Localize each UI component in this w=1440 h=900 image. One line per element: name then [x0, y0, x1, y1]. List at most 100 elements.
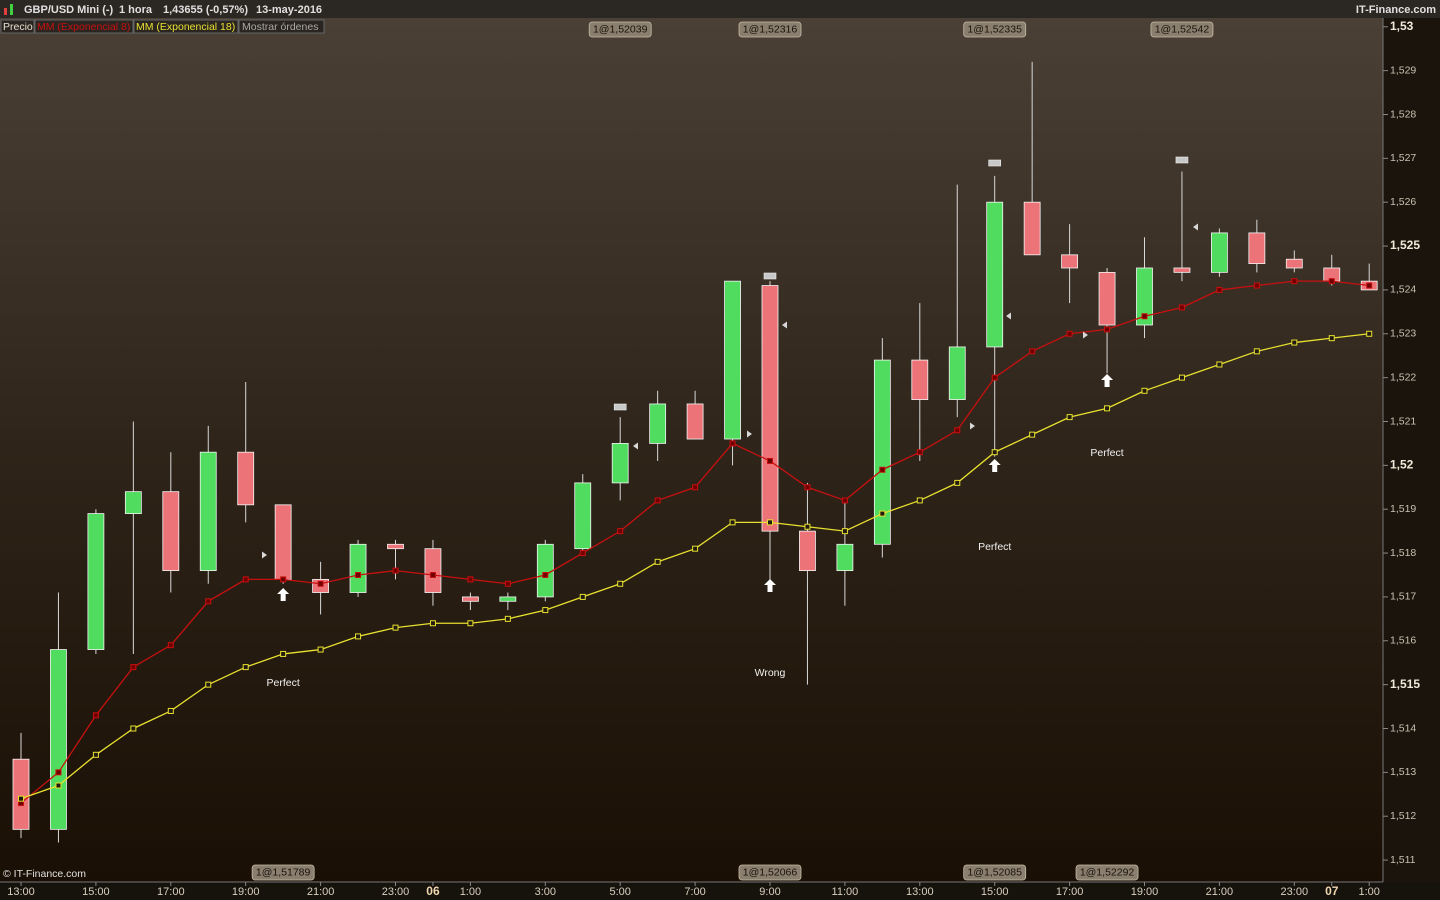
- candle-body: [499, 596, 517, 602]
- candle-body: [986, 201, 1004, 348]
- header-icon: [4, 8, 7, 15]
- y-tick-label: 1,52: [1390, 458, 1414, 472]
- ma-point: [242, 664, 249, 671]
- last-price: 1,43655 (-0,57%): [163, 4, 248, 16]
- order-tag: [1075, 864, 1139, 881]
- ma-point: [167, 642, 174, 649]
- candle-body: [799, 530, 816, 572]
- ma-point: [1216, 286, 1223, 293]
- annotation: Perfect: [1090, 447, 1123, 459]
- y-tick-label: 1,518: [1390, 547, 1416, 559]
- ma-point: [1029, 348, 1036, 355]
- order-tag: [738, 864, 802, 881]
- ma-point: [991, 449, 998, 456]
- legend-box[interactable]: [0, 19, 35, 34]
- ma-point: [916, 497, 923, 504]
- annotation: Perfect: [978, 541, 1011, 553]
- order-tag-label: 1@1,52542: [1155, 23, 1210, 35]
- exit-marker: [970, 422, 975, 430]
- candle-body: [162, 491, 180, 572]
- ma-point: [767, 519, 773, 526]
- legend-box[interactable]: [34, 19, 134, 34]
- y-tick-label: 1,511: [1390, 854, 1416, 866]
- y-tick-label: 1,526: [1390, 196, 1416, 208]
- ma-point: [242, 576, 249, 583]
- ma-point: [542, 571, 549, 578]
- candle-body: [1136, 267, 1153, 326]
- ma-point: [617, 580, 624, 587]
- ma-point: [1178, 304, 1185, 311]
- candle-body: [536, 543, 554, 598]
- candle-body: [87, 513, 105, 650]
- order-marker: [763, 272, 777, 280]
- x-tick-label: 1:00: [1358, 886, 1379, 898]
- ma-point: [317, 580, 324, 587]
- ma-point: [954, 479, 961, 486]
- ma-point: [916, 449, 923, 456]
- candle-body: [124, 491, 142, 514]
- candle-body: [948, 346, 966, 400]
- ma-point: [1178, 374, 1185, 381]
- ma-point: [804, 523, 811, 530]
- ma-point: [1253, 348, 1260, 355]
- ma-point: [841, 528, 848, 535]
- candle-body: [387, 543, 404, 550]
- signal-arrow: [1101, 374, 1114, 387]
- y-tick-label: 1,522: [1390, 371, 1416, 383]
- y-tick-label: 1,529: [1390, 64, 1416, 76]
- candle-body: [873, 359, 891, 545]
- ma-point: [205, 681, 212, 688]
- order-tag: [963, 864, 1027, 881]
- ma-point: [429, 571, 436, 578]
- price-toggle[interactable]: Precio: [3, 21, 33, 33]
- ma-point: [1291, 339, 1298, 346]
- ma-point: [1328, 278, 1335, 285]
- candle-body: [50, 649, 67, 830]
- ma-point: [355, 571, 362, 578]
- x-tick-label: 15:00: [82, 886, 110, 898]
- order-tag: [1150, 21, 1214, 38]
- ma-point: [1141, 387, 1148, 394]
- order-tag-label: 1@1,52292: [1080, 866, 1135, 878]
- ma-point: [429, 620, 436, 627]
- ma-point: [729, 519, 736, 526]
- ma-point: [542, 607, 549, 614]
- annotation: Perfect: [267, 677, 300, 689]
- ma-point: [504, 615, 511, 622]
- candle-body: [574, 482, 592, 550]
- candle-body: [836, 543, 854, 572]
- order-tag: [588, 21, 652, 38]
- y-tick-label: 1,517: [1390, 591, 1416, 603]
- ma-point: [767, 457, 773, 464]
- annotation: Wrong: [755, 667, 786, 679]
- exit-marker: [782, 321, 787, 329]
- ma-point: [467, 576, 474, 583]
- legend-entry[interactable]: MM (Exponencial 18): [136, 21, 235, 33]
- x-tick-label: 7:00: [684, 886, 705, 898]
- price-axis-area: [1383, 18, 1440, 882]
- legend-entry[interactable]: MM (Exponencial 8): [37, 21, 130, 33]
- x-tick-label: 1:00: [460, 886, 481, 898]
- candle-body: [1173, 267, 1191, 273]
- ma-point: [392, 624, 399, 631]
- x-tick-label: 13:00: [906, 886, 934, 898]
- legend-box[interactable]: [238, 19, 325, 34]
- x-tick-label: 17:00: [157, 886, 185, 898]
- order-tag-label: 1@1,52085: [967, 866, 1022, 878]
- ma-point: [205, 598, 212, 605]
- x-tick-label: 07: [1325, 884, 1339, 898]
- timeframe: 1 hora: [119, 4, 153, 16]
- x-tick-label: 23:00: [382, 886, 410, 898]
- x-tick-label: 19:00: [232, 886, 260, 898]
- orders-toggle[interactable]: Mostrar órdenes: [242, 21, 318, 33]
- x-tick-label: 21:00: [1206, 886, 1234, 898]
- ma-point: [654, 558, 661, 565]
- y-tick-label: 1,523: [1390, 328, 1416, 340]
- ma-point: [130, 664, 137, 671]
- exit-marker: [262, 551, 267, 559]
- legend-box[interactable]: [133, 19, 239, 34]
- candle-body: [686, 403, 704, 440]
- candle-body: [761, 285, 779, 532]
- y-tick-label: 1,516: [1390, 635, 1416, 647]
